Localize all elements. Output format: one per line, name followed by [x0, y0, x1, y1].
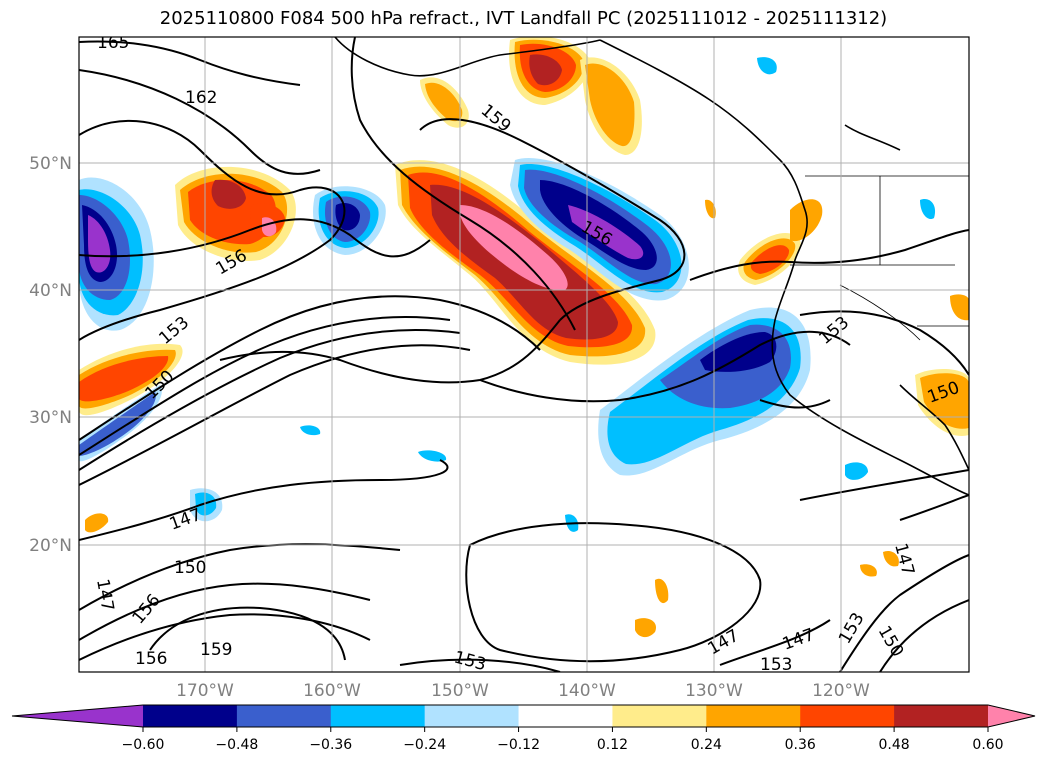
- colorbar-tick-label: 0.24: [691, 737, 722, 753]
- lat-label: 20°N: [29, 536, 72, 556]
- colorbar-tick-label: −0.48: [215, 737, 258, 753]
- colorbar-tick-label: 0.12: [597, 737, 628, 753]
- lat-label: 50°N: [29, 154, 72, 174]
- colorbar-extend-max: [988, 705, 1035, 727]
- colorbar-segment: [800, 705, 895, 727]
- lon-label: 140°W: [558, 681, 616, 701]
- lat-label: 30°N: [29, 408, 72, 428]
- lon-label: 130°W: [685, 681, 743, 701]
- colorbar-segment: [236, 705, 332, 727]
- lon-label: 150°W: [431, 681, 489, 701]
- contour-label: 159: [200, 640, 232, 660]
- latitude-labels: 50°N 40°N 30°N 20°N: [29, 154, 72, 556]
- colorbar-segment: [143, 705, 238, 727]
- colorbar-segment: [612, 705, 707, 727]
- colorbar-tick-label: −0.12: [497, 737, 540, 753]
- contour-label: 150: [174, 558, 206, 578]
- map-title: 2025110800 F084 500 hPa refract., IVT La…: [159, 8, 888, 29]
- colorbar-tick-label: 0.60: [972, 737, 1003, 753]
- colorbar-segment: [706, 705, 801, 727]
- colorbar-tick-label: 0.48: [879, 737, 910, 753]
- contour-label: 165: [97, 33, 129, 53]
- colorbar-segment: [894, 705, 989, 727]
- lat-label: 40°N: [29, 281, 72, 301]
- colorbar-segment: [330, 705, 426, 727]
- colorbar-tick-label: −0.24: [403, 737, 446, 753]
- lon-label: 170°W: [176, 681, 234, 701]
- colorbar-extend-min: [12, 705, 143, 727]
- contour-label: 162: [185, 88, 217, 108]
- colorbar-tick-label: −0.36: [309, 737, 352, 753]
- colorbar-tick-label: 0.36: [785, 737, 816, 753]
- contour-label: 153: [760, 655, 792, 675]
- gridlines: [79, 37, 969, 672]
- map-plot-area: 165 162 159 156 156 153 153 150 150 147 …: [79, 33, 969, 675]
- lon-label: 160°W: [303, 681, 361, 701]
- colorbar-segment: [424, 705, 520, 727]
- contour-label: 156: [135, 649, 167, 669]
- longitude-labels: 170°W 160°W 150°W 140°W 130°W 120°W: [176, 681, 870, 701]
- colorbar-tick-label: −0.60: [122, 737, 165, 753]
- lon-label: 120°W: [812, 681, 870, 701]
- plot-frame: [78, 36, 970, 673]
- colorbar-segment: [518, 705, 613, 727]
- colorbar: −0.60 −0.48 −0.36 −0.24 −0.12 0.12 0.24 0.36 0.4…: [11, 704, 1036, 753]
- height-contours: [79, 37, 969, 672]
